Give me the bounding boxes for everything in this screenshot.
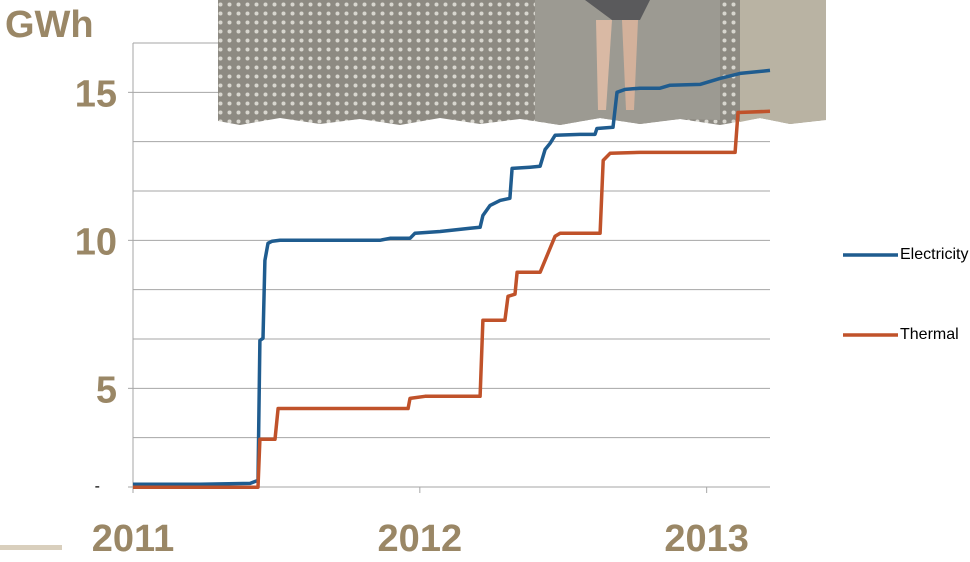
y-axis-label: GWh xyxy=(5,4,94,46)
x-tick-label: 2011 xyxy=(92,518,174,560)
y-tick-label: 10 xyxy=(75,221,117,263)
y-tick-label: 15 xyxy=(75,73,117,115)
series-line xyxy=(133,109,771,489)
legend-label: Electricity xyxy=(900,246,968,263)
photo xyxy=(218,0,826,125)
decor-bar xyxy=(0,545,62,550)
y-tick-label: 5 xyxy=(96,369,117,411)
legend-label: Thermal xyxy=(900,326,959,343)
x-tick-label: 2013 xyxy=(664,518,749,560)
series-line xyxy=(133,68,771,486)
x-tick-label: 2012 xyxy=(378,518,463,560)
y-tick-label: - xyxy=(95,478,100,495)
